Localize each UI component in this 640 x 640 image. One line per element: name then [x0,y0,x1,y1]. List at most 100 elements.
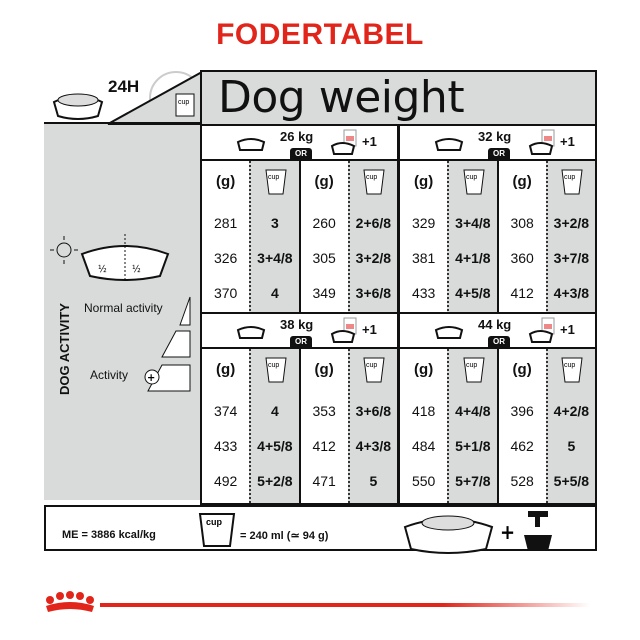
dry-g-column: (g) 418 484 550 [400,349,447,503]
table-cell: 396 [510,403,534,419]
svg-text:cup: cup [268,174,279,181]
table-cell: 4+5/8 [455,285,491,301]
cup-icon: cup [363,357,385,383]
table-cell: 484 [411,438,436,454]
table-cell: 281 [213,215,238,231]
dry-bowl-icon [236,138,266,151]
table-cell: 528 [510,473,534,489]
table-cell: 4+3/8 [355,438,392,454]
svg-text:½: ½ [98,263,107,275]
plus-one-pouch: +1 [560,322,575,337]
bowl-with-wet-food-icon [330,317,357,343]
svg-text:cup: cup [466,174,477,181]
table-cell: 492 [213,473,238,489]
weight-block: 26 kg +1 OR (g) 281 326 370 cup 3 3+4/8 4 (g) 260 3… [200,124,399,317]
header-diagonal: cup [107,70,203,125]
period-label: 24H [108,77,140,96]
table-cell: 260 [312,215,336,231]
dry-bowl-icon [434,326,464,339]
weight-label: 38 kg [280,317,314,332]
svg-text:cup: cup [564,362,575,369]
table-cell: 433 [213,438,238,454]
table-cell: 4+5/8 [257,438,293,454]
cup-icon: cup [363,169,385,195]
cup-icon: cup [198,513,236,547]
svg-text:cup: cup [366,362,377,369]
or-badge: OR [290,148,312,159]
table-cell: 353 [312,403,336,419]
svg-text:cup: cup [564,174,575,181]
grams-header: (g) [512,361,532,378]
table-cell: 3+2/8 [553,215,590,231]
dry-g-column: (g) 281 326 370 [202,161,249,315]
dog-activity-label: DOG ACTIVITY [57,303,72,395]
weight-label: 32 kg [478,129,512,144]
table-cell: 381 [411,250,436,266]
cup-icon: cup [561,357,583,383]
weight-block: 32 kg +1 OR (g) 329 381 433 cup 3+4/8 4+1/8 4+5/… [398,124,597,317]
table-cell: 5 [567,438,576,454]
weight-label: 44 kg [478,317,512,332]
cup-icon: cup [463,169,485,195]
mix-g-column: (g) 260 305 349 [298,161,348,315]
table-cell: 4+1/8 [455,250,491,266]
table-cell: 3 [270,215,279,231]
grams-header: (g) [314,173,334,190]
table-cell: 4 [270,285,279,301]
table-cell: 4+3/8 [553,285,590,301]
svg-text:+: + [147,371,155,384]
or-badge: OR [488,336,510,347]
mix-g-column: (g) 353 412 471 [298,349,348,503]
grams-header: (g) [414,173,434,190]
mix-g-column: (g) 308 360 412 [496,161,546,315]
dry-cup-column: cup 3 3+4/8 4 [249,161,299,315]
table-cell: 308 [510,215,534,231]
energy-value: ME = 3886 kcal/kg [62,529,156,541]
page-title: FODERTABEL [216,18,424,51]
bowl-with-wet-food-icon [528,129,555,155]
table-cell: 433 [411,285,436,301]
svg-text:cup: cup [366,174,377,181]
or-badge: OR [488,148,510,159]
dry-cup-column: cup 4 4+5/8 5+2/8 [249,349,299,503]
table-cell: 4+4/8 [455,403,491,419]
table-cell: 3+6/8 [355,403,392,419]
mix-cup-column: cup 3+6/8 4+3/8 5 [347,349,397,503]
table-cell: 5+2/8 [257,473,293,489]
svg-text:cup: cup [178,99,189,106]
plus-one-pouch: +1 [362,134,377,149]
weight-header: 38 kg +1 OR [202,314,397,349]
table-cell: 550 [411,473,436,489]
dry-cup-column: cup 3+4/8 4+1/8 4+5/8 [447,161,497,315]
table-cell: 370 [213,285,238,301]
table-cell: 3+6/8 [355,285,392,301]
weight-block: 44 kg +1 OR (g) 418 484 550 cup 4+4/8 5+1/8 5+7/… [398,312,597,505]
grams-header: (g) [314,361,334,378]
table-cell: 412 [312,438,336,454]
activity-plus-label: Activity [90,368,129,382]
svg-text:cup: cup [466,362,477,369]
normal-activity-label: Normal activity [84,301,163,315]
dry-cup-column: cup 4+4/8 5+1/8 5+7/8 [447,349,497,503]
grams-header: (g) [216,173,236,190]
svg-text:+: + [500,520,515,544]
table-cell: 4 [270,403,279,419]
table-cell: 360 [510,250,534,266]
dog-weight-title: Dog weight [218,72,465,123]
table-cell: 349 [312,285,336,301]
weight-block: 38 kg +1 OR (g) 374 433 492 cup 4 4+5/8 5+2/8 (g)… [200,312,399,505]
weight-header: 44 kg +1 OR [400,314,595,349]
dry-bowl-icon [236,326,266,339]
dog-weight-header [200,70,597,124]
table-cell: 462 [510,438,534,454]
table-cell: 3+7/8 [553,250,590,266]
cup-icon: cup [463,357,485,383]
table-cell: 3+4/8 [257,250,293,266]
table-cell: 5+7/8 [455,473,491,489]
dry-bowl-icon [434,138,464,151]
mix-g-column: (g) 396 462 528 [496,349,546,503]
table-cell: 3+2/8 [355,250,392,266]
header-line [44,122,204,124]
grams-header: (g) [512,173,532,190]
